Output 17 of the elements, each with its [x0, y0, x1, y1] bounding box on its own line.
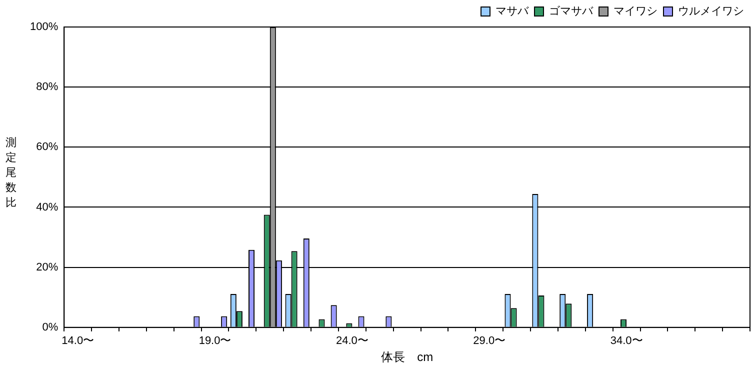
y-tick-label: 20% [36, 261, 58, 274]
y-tick-label: 40% [36, 201, 58, 214]
y-tick-label: 60% [36, 141, 58, 154]
legend-label: ゴマサバ [549, 6, 594, 18]
y-tick-label: 100% [30, 21, 58, 34]
legend-label: マサバ [496, 6, 530, 18]
x-axis-title: 体長 cm [381, 350, 434, 364]
y-tick-label: 0% [42, 321, 58, 334]
legend-label: マイワシ [614, 6, 658, 18]
y-axis-title: 測定尾数比 [4, 135, 18, 210]
x-tick-label: 24.0〜 [336, 335, 368, 348]
legend-label: ウルメイワシ [678, 6, 744, 18]
y-tick-label: 80% [36, 81, 58, 94]
x-tick-label: 19.0〜 [198, 335, 232, 348]
x-tick-label: 29.0〜 [473, 335, 506, 348]
x-tick-label: 34.0〜 [610, 335, 643, 348]
x-tick-label: 14.0〜 [62, 335, 94, 348]
